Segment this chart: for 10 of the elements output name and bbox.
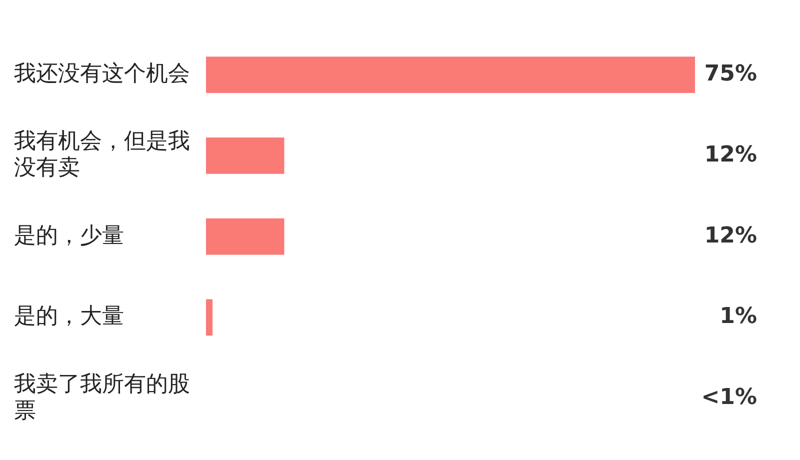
y-tick-label: 我有机会，但是我没有卖 xyxy=(14,129,190,181)
data-label: 12% xyxy=(704,223,757,248)
data-label: 1% xyxy=(720,304,757,330)
y-tick-label: 是的，少量 xyxy=(14,223,124,248)
y-tick-label: 是的，大量 xyxy=(14,304,124,330)
data-label: 12% xyxy=(704,142,757,168)
y-tick-label: 我卖了我所有的股票 xyxy=(14,372,190,424)
text: <1% xyxy=(701,385,757,410)
y-tick-label: 我还没有这个机会 xyxy=(14,62,190,87)
data-label: 75% xyxy=(704,62,757,87)
